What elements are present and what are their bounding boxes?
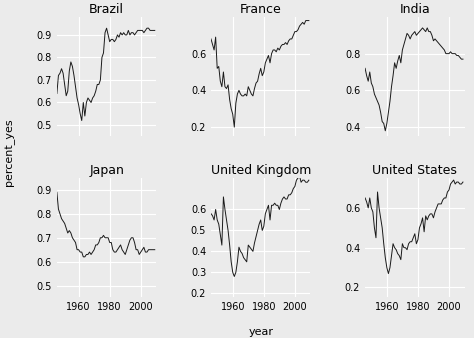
Text: year: year: [248, 327, 273, 337]
Title: France: France: [240, 3, 282, 16]
Text: percent_yes: percent_yes: [5, 118, 15, 186]
Title: United States: United States: [373, 164, 457, 177]
Title: United Kingdom: United Kingdom: [210, 164, 311, 177]
Title: Brazil: Brazil: [89, 3, 124, 16]
Title: India: India: [400, 3, 430, 16]
Title: Japan: Japan: [89, 164, 124, 177]
